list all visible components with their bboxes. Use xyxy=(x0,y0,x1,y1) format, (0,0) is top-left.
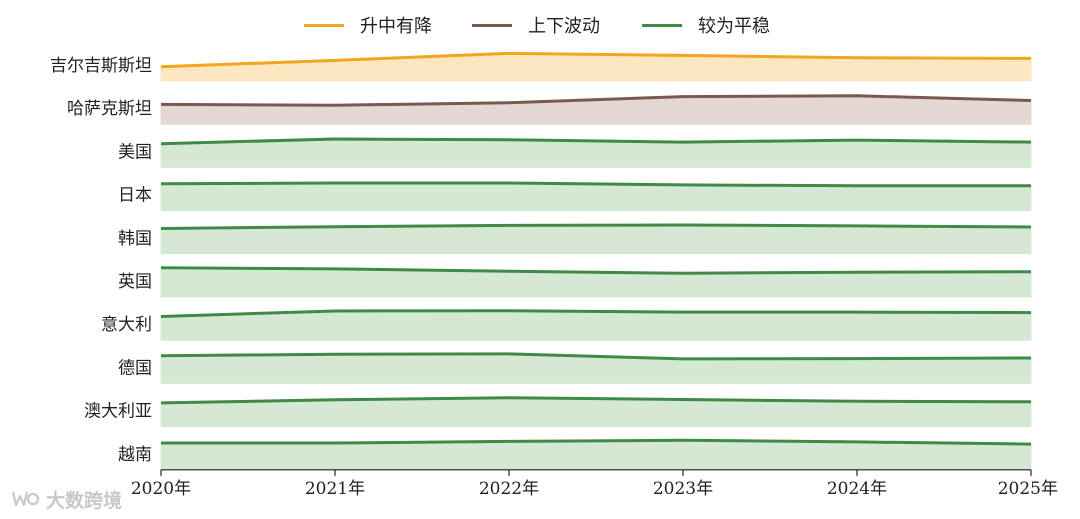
series-row: 美国 xyxy=(118,137,1032,168)
series-row: 日本 xyxy=(118,181,1032,212)
series-row: 英国 xyxy=(118,266,1032,298)
series-area xyxy=(161,139,1031,168)
x-tick-label: 2024年 xyxy=(827,479,887,499)
legend-swatch-fluctuation xyxy=(472,23,512,27)
x-tick-label: 2021年 xyxy=(305,479,365,499)
series-line xyxy=(160,94,1032,107)
series-area xyxy=(161,353,1031,384)
series-row: 德国 xyxy=(118,352,1032,384)
series-area xyxy=(161,440,1031,470)
series-line xyxy=(160,396,1032,405)
series-label: 日本 xyxy=(118,186,152,206)
series-row: 韩国 xyxy=(118,223,1032,255)
series-label: 德国 xyxy=(118,358,152,378)
series-line xyxy=(160,137,1032,146)
legend-swatch-rise-fall xyxy=(304,23,344,27)
x-tick-label: 2020年 xyxy=(131,479,191,499)
legend-item-fluctuation: 上下波动 xyxy=(472,12,600,38)
series-area xyxy=(161,267,1031,297)
x-tick-label: 2025年 xyxy=(998,479,1058,499)
series-area xyxy=(161,183,1031,211)
series-label: 意大利 xyxy=(101,315,152,335)
legend-label-stable: 较为平稳 xyxy=(698,16,770,37)
series-line xyxy=(160,266,1032,275)
series-label: 英国 xyxy=(118,272,152,292)
legend-label-fluctuation: 上下波动 xyxy=(528,16,600,37)
series-row: 澳大利亚 xyxy=(84,396,1032,428)
watermark-logo-icon xyxy=(11,491,40,507)
series-line xyxy=(160,181,1031,188)
series-line xyxy=(160,309,1032,318)
series-row: 吉尔吉斯斯坦 xyxy=(50,51,1032,82)
series-label: 吉尔吉斯斯坦 xyxy=(50,56,152,76)
series-line xyxy=(161,438,1032,446)
watermark-text: 大数跨境 xyxy=(46,489,123,512)
x-axis: 2020年 2021年 2022年 2023年 2024年 2025年 xyxy=(131,469,1058,499)
watermark: 大数跨境 xyxy=(10,486,122,512)
series-row: 哈萨克斯坦 xyxy=(67,94,1032,125)
series-label: 哈萨克斯坦 xyxy=(67,99,152,119)
series-label: 澳大利亚 xyxy=(84,402,152,422)
x-tick-label: 2022年 xyxy=(479,479,539,499)
series-line xyxy=(160,51,1032,69)
series-row: 越南 xyxy=(118,438,1032,471)
series-area xyxy=(161,225,1031,254)
legend-swatch-stable xyxy=(642,23,682,27)
series-label: 美国 xyxy=(118,142,152,162)
series-line xyxy=(160,223,1032,230)
legend-label-rise-fall: 升中有降 xyxy=(360,16,432,37)
series-area xyxy=(161,310,1031,341)
legend-item-rise-fall: 升中有降 xyxy=(304,12,432,38)
x-tick-label: 2023年 xyxy=(653,479,713,499)
legend-item-stable: 较为平稳 xyxy=(642,12,770,38)
series-area xyxy=(161,397,1031,427)
series-label: 越南 xyxy=(118,445,152,465)
series-area xyxy=(161,53,1031,81)
series-line xyxy=(160,352,1032,361)
series-label: 韩国 xyxy=(118,229,152,249)
series-row: 意大利 xyxy=(101,309,1032,341)
series-area xyxy=(161,95,1031,125)
legend: 升中有降 上下波动 较为平稳 xyxy=(0,12,1080,38)
